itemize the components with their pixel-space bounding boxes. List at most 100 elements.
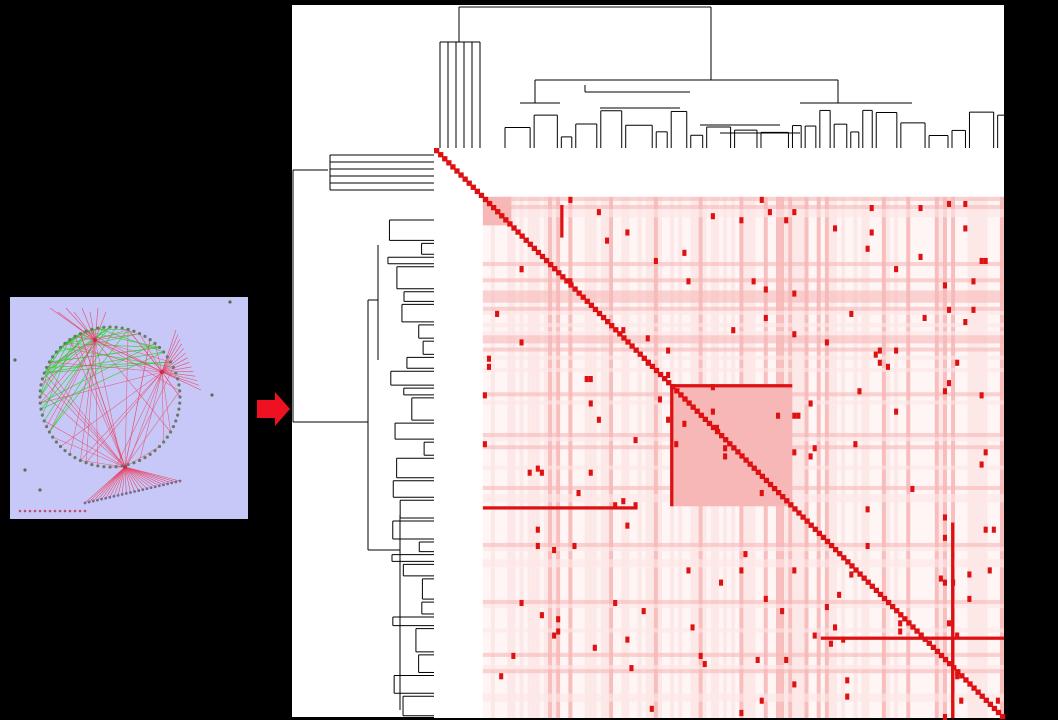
heatmap-cell [759, 196, 764, 203]
network-node [148, 338, 152, 342]
heatmap-cell [625, 522, 630, 529]
network-edge [124, 466, 135, 492]
network-node [120, 492, 124, 496]
network-node [137, 458, 142, 463]
heatmap-cell [539, 469, 544, 476]
heatmap-cell [853, 441, 858, 448]
heatmap-cell [613, 599, 618, 607]
heatmap-column-band [869, 196, 874, 718]
heatmap-diagonal-cell [519, 233, 525, 239]
heatmap-column-band [873, 196, 878, 718]
network-edge [89, 311, 96, 341]
heatmap-row-band [482, 604, 1004, 609]
heatmap-strong-line [820, 636, 1004, 640]
heatmap-column-band [918, 196, 923, 718]
heatmap-cell [633, 502, 638, 509]
network-edge [161, 366, 192, 373]
heatmap-column-band [653, 196, 658, 718]
heatmap-diagonal-cell [820, 534, 827, 541]
heatmap-diagonal-cell [816, 530, 823, 537]
heatmap-column-band [613, 196, 618, 718]
heatmap-cell [857, 388, 862, 395]
network-edge [88, 466, 126, 503]
heatmap-column-band [568, 196, 573, 718]
heatmap-cell [947, 200, 952, 208]
heatmap-column-band [926, 196, 931, 718]
heatmap-diagonal-cell [991, 705, 998, 712]
heatmap-diagonal-cell [592, 306, 599, 313]
heatmap-cell [979, 392, 984, 399]
heatmap-diagonal-cell [865, 579, 871, 585]
heatmap-diagonal-cell [649, 363, 656, 370]
heatmap-cell [894, 408, 899, 415]
heatmap-column-band [853, 196, 858, 718]
network-node [96, 464, 100, 468]
heatmap-cell [657, 396, 662, 403]
heatmap-diagonal-cell [552, 266, 558, 272]
heatmap-cell [621, 327, 626, 334]
heatmap-cell [535, 542, 540, 550]
heatmap-column-band [596, 196, 601, 718]
network-node [39, 407, 43, 411]
network-edge [74, 336, 126, 468]
heatmap-cell [698, 652, 703, 659]
network-node [165, 355, 169, 359]
heatmap-cell [877, 359, 882, 366]
heatmap-row-band [482, 628, 1004, 633]
network-edge [84, 466, 126, 504]
heatmap-diagonal-cell [898, 612, 904, 618]
network-edge [161, 371, 171, 433]
heatmap-column-band [539, 196, 544, 718]
network-node [58, 345, 63, 350]
network-edge [80, 460, 126, 468]
heatmap-diagonal-cell [572, 286, 578, 292]
network-edge [85, 339, 96, 463]
heatmap-cell [963, 200, 968, 208]
heatmap-column-band [495, 196, 500, 718]
heatmap-column-band [947, 196, 952, 718]
heatmap-cell [596, 209, 601, 216]
heatmap-cell [743, 551, 748, 558]
heatmap-diagonal-cell [535, 249, 542, 256]
heatmap-row-band [482, 665, 1004, 670]
heatmap-diagonal-cell [885, 599, 892, 606]
heatmap-column-band [833, 196, 838, 718]
heatmap-column-band [951, 196, 956, 718]
network-edge [124, 466, 176, 483]
heatmap-row-band [482, 652, 1004, 657]
network-edge [94, 329, 129, 341]
heatmap-diagonal-cell [975, 689, 981, 695]
heatmap-diagonal-cell [930, 644, 937, 651]
heatmap-column-band [511, 196, 516, 718]
network-node [84, 461, 88, 465]
network-edge [40, 343, 156, 404]
heatmap-column-band [531, 196, 536, 718]
heatmap-diagonal-cell [507, 221, 513, 227]
network-edge [117, 466, 126, 496]
heatmap-diagonal-cell [714, 428, 721, 435]
heatmap-column-band [633, 196, 638, 718]
network-node [143, 456, 147, 460]
heatmap-cell [645, 359, 650, 366]
heatmap-column-band [971, 196, 976, 718]
heatmap-cell [710, 213, 715, 220]
network-node [90, 463, 94, 467]
network-node [58, 509, 62, 513]
heatmap-cell [837, 591, 842, 598]
network-node [145, 487, 149, 491]
heatmap-column-band [515, 196, 520, 718]
heatmap-cell [621, 498, 626, 505]
heatmap-diagonal-cell [600, 314, 607, 321]
network-edge [94, 333, 140, 341]
heatmap-cell [588, 376, 593, 383]
network-node [54, 440, 58, 444]
heatmap-cell [845, 693, 850, 700]
network-node [153, 449, 157, 453]
heatmap-column-band [572, 196, 577, 718]
network-edge [52, 436, 126, 468]
heatmap-cell [759, 697, 764, 704]
heatmap-diagonal-cell [666, 380, 672, 386]
network-node [157, 345, 162, 350]
network-node [51, 355, 55, 359]
heatmap-column-band [816, 196, 821, 718]
